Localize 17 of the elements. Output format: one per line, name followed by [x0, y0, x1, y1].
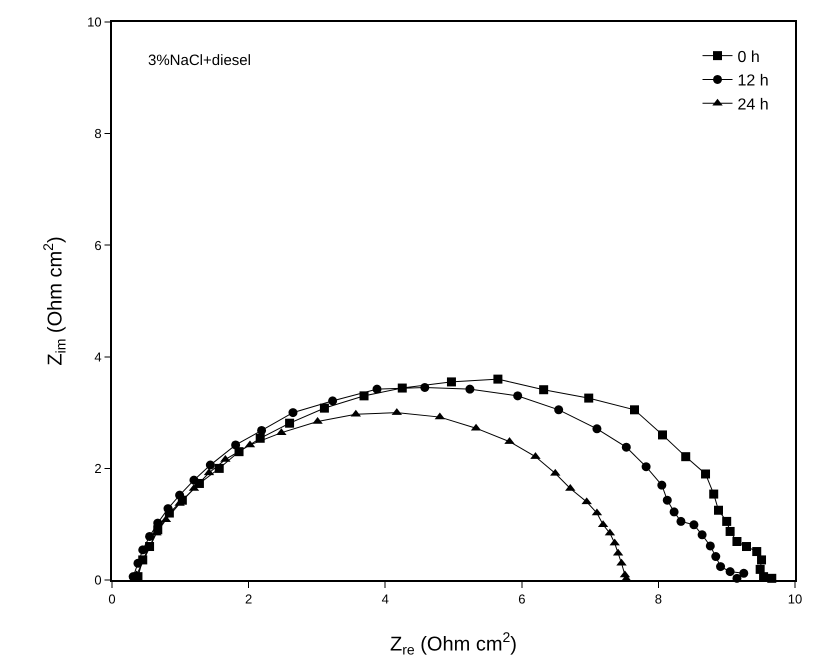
x-axis-title: Z$_{re}$ (Ohm cm$^{2}$): [390, 629, 517, 658]
legend-label: 24 h: [738, 96, 769, 114]
y-tick-label: 0: [94, 572, 102, 588]
x-tick-label: 6: [518, 591, 526, 606]
x-tick-label: 0: [108, 591, 116, 606]
y-tick-label: 4: [94, 349, 102, 364]
x-tick-label: 10: [788, 591, 802, 606]
x-tick-label: 8: [654, 591, 662, 606]
y-tick-label: 8: [94, 126, 102, 142]
annotation: 3%NaCl+diesel: [148, 52, 251, 69]
y-tick-label: 2: [94, 460, 102, 476]
legend-label: 0 h: [738, 48, 760, 66]
legend-label: 12 h: [738, 72, 769, 90]
x-tick-label: 2: [244, 591, 252, 606]
y-tick-label: 6: [94, 238, 102, 253]
x-tick-label: 4: [382, 591, 389, 606]
y-tick-label: 10: [87, 14, 102, 30]
